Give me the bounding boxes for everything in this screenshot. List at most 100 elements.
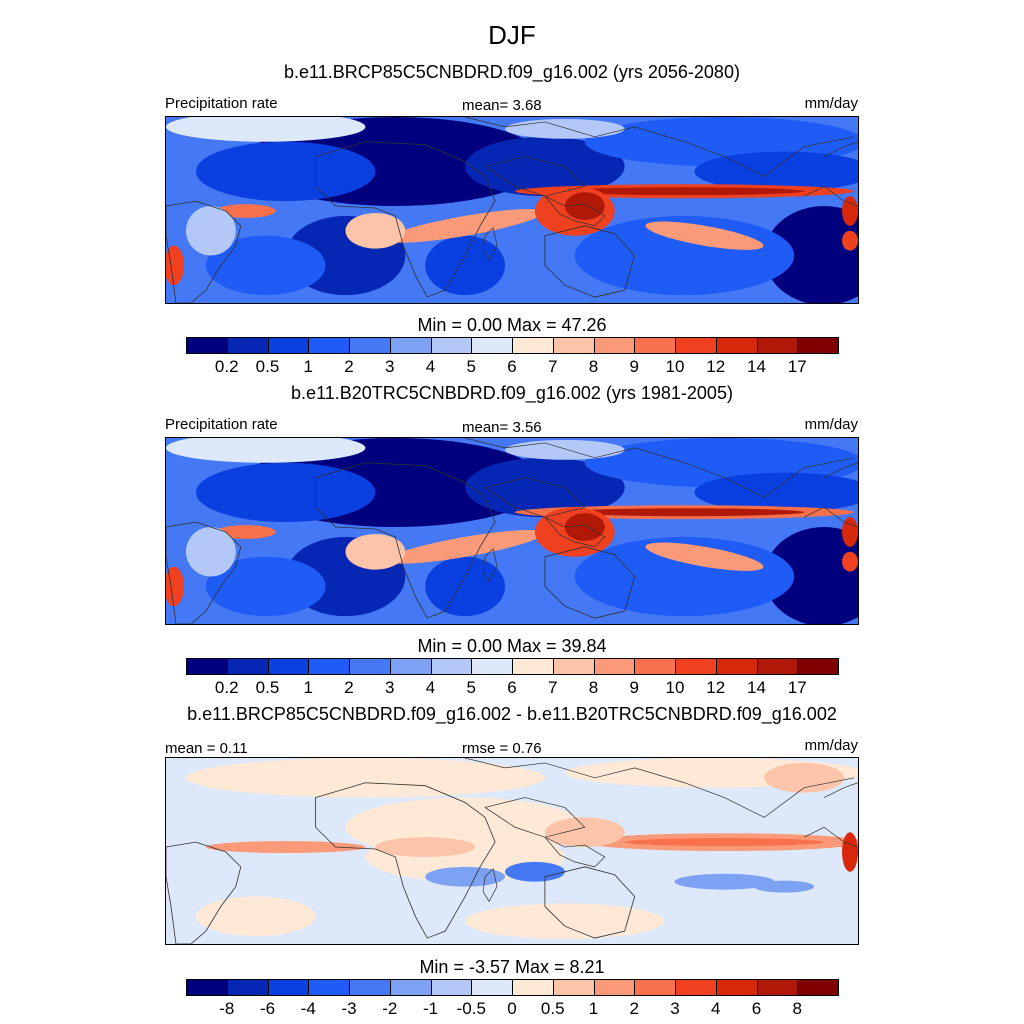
- colorbar-tick-label: -6: [259, 999, 276, 1018]
- colorbar-swatch: [430, 658, 473, 675]
- coastline: [544, 836, 606, 868]
- colorbar-swatch: [186, 658, 228, 675]
- field-region: [764, 762, 845, 793]
- colorbar-swatch: [552, 337, 595, 354]
- colorbar-tick-label: 5: [466, 678, 476, 697]
- field-region: [375, 837, 476, 857]
- colorbar-swatch: [675, 658, 717, 675]
- panel-3-map: [165, 757, 859, 945]
- panel-1-mean-label: mean= 3.68: [462, 97, 542, 114]
- field-region: [764, 527, 858, 624]
- colorbar-tick-label: 10: [665, 678, 685, 697]
- colorbar-swatch: [430, 337, 473, 354]
- colorbar-tick-label: 0.5: [540, 999, 565, 1018]
- colorbar-swatch: [512, 658, 554, 675]
- panel-1-colorbar: [186, 337, 839, 354]
- field-region: [386, 529, 544, 564]
- field-region: [465, 903, 665, 940]
- colorbar-swatch: [389, 337, 432, 354]
- field-region: [425, 556, 506, 617]
- field-region: [645, 542, 764, 571]
- coastline: [803, 506, 858, 528]
- field-region: [185, 758, 545, 798]
- coastline: [484, 156, 586, 197]
- colorbar-swatch: [675, 979, 717, 996]
- coastline: [823, 141, 858, 157]
- panel-1-variable-label: Precipitation rate: [165, 95, 278, 112]
- colorbar-swatch: [715, 979, 758, 996]
- coastline: [544, 866, 636, 939]
- colorbar-tick-label: 7: [548, 678, 558, 697]
- colorbar-tick-label: 2: [344, 678, 354, 697]
- colorbar-swatch: [715, 337, 758, 354]
- colorbar-tick-label: 2: [629, 999, 639, 1018]
- field-region: [674, 873, 775, 890]
- field-region: [754, 880, 815, 893]
- field-region: [694, 151, 858, 192]
- panel-2-mean-label: mean= 3.56: [462, 419, 542, 436]
- colorbar-tick-label: 4: [711, 999, 721, 1018]
- colorbar-swatch: [267, 979, 310, 996]
- field-region: [544, 817, 625, 848]
- map-field: [166, 438, 858, 624]
- field-region: [465, 457, 625, 518]
- panel-1-colorbar-ticks: 0.2 0.5 1 2 3 4 5 6 7 8 9 10 12 14 17: [186, 357, 838, 379]
- map-field: [166, 758, 858, 944]
- colorbar-tick-label: 10: [665, 357, 685, 376]
- field-region: [842, 196, 858, 226]
- field-region: [624, 838, 825, 847]
- colorbar-swatch: [226, 658, 269, 675]
- colorbar-swatch: [512, 337, 554, 354]
- colorbar-swatch: [308, 658, 350, 675]
- coastline: [823, 462, 858, 478]
- field-region: [425, 866, 506, 887]
- field-region: [185, 206, 236, 256]
- colorbar-swatch: [512, 979, 554, 996]
- field-region: [386, 208, 544, 243]
- colorbar-swatch: [552, 979, 595, 996]
- colorbar-swatch: [267, 337, 310, 354]
- colorbar-tick-label: 4: [425, 678, 436, 697]
- colorbar-swatch: [267, 658, 310, 675]
- colorbar-tick-label: 8: [588, 678, 599, 697]
- field-region: [564, 513, 605, 541]
- colorbar-tick-label: 5: [466, 357, 476, 376]
- field-region: [185, 527, 236, 577]
- colorbar-tick-label: 8: [588, 357, 599, 376]
- colorbar-swatch: [226, 979, 269, 996]
- colorbar-swatch: [471, 337, 513, 354]
- colorbar-swatch: [471, 658, 513, 675]
- panel-3-title: b.e11.BRCP85C5CNBDRD.f09_g16.002 - b.e11…: [187, 704, 837, 724]
- colorbar-swatch: [797, 337, 839, 354]
- coastline: [803, 826, 858, 848]
- panel-2-colorbar-ticks: 0.2 0.5 1 2 3 4 5 6 7 8 9 10 12 14 17: [186, 678, 838, 700]
- field-region: [842, 832, 858, 872]
- coastline: [465, 438, 855, 498]
- figure-title: DJF: [488, 20, 536, 50]
- colorbar-tick-label: 1: [303, 357, 313, 376]
- field-region: [465, 136, 625, 197]
- panel-2-units-label: mm/day: [804, 416, 858, 433]
- coastline: [484, 797, 586, 838]
- colorbar-tick-label: 6: [507, 678, 517, 697]
- field-region: [166, 438, 366, 463]
- coastline: [544, 516, 606, 548]
- colorbar-tick-label: 6: [507, 357, 517, 376]
- map-field: [166, 117, 858, 303]
- field-region: [505, 439, 625, 460]
- coastline: [315, 462, 496, 619]
- field-region: [205, 841, 366, 853]
- field-region: [564, 192, 605, 220]
- colorbar-tick-label: 9: [629, 678, 639, 697]
- colorbar-swatch: [186, 337, 228, 354]
- colorbar-swatch: [797, 658, 839, 675]
- field-region: [694, 472, 858, 513]
- colorbar-swatch: [593, 658, 636, 675]
- panel-1-units-label: mm/day: [804, 95, 858, 112]
- field-region: [425, 235, 506, 296]
- colorbar-tick-label: 9: [629, 357, 639, 376]
- colorbar-swatch: [756, 979, 799, 996]
- colorbar-swatch: [430, 979, 473, 996]
- colorbar-tick-label: 3: [385, 357, 395, 376]
- colorbar-swatch: [593, 337, 636, 354]
